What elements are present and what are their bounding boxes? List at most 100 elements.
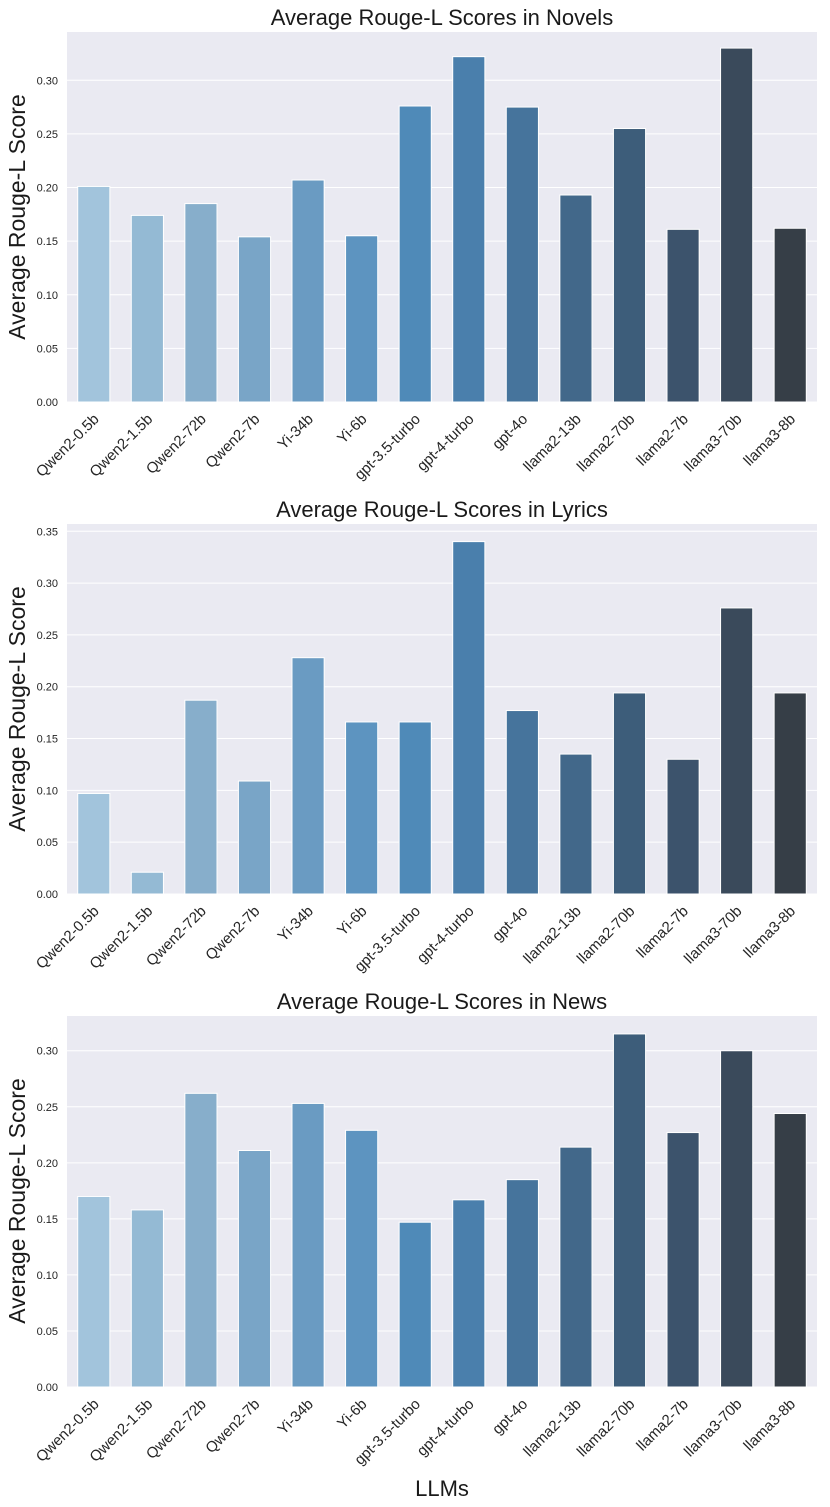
x-tick-label: gpt-4-turbo [414,903,478,967]
y-tick-label: 0.20 [37,1158,58,1170]
x-tick-label: Yi-34b [275,1396,317,1438]
bar-llama2-70b [612,1033,647,1388]
y-axis-label: Average Rouge-L Score [4,586,30,832]
bar-Qwen2-1.5b [130,1209,164,1388]
bar-Qwen2-1.5b [130,871,164,895]
y-axis-label: Average Rouge-L Score [4,94,30,340]
bar-llama3-70b [720,1050,754,1388]
bar-Yi-34b [291,657,325,895]
x-tick-label: llama2-70b [574,411,639,476]
y-tick-label: 0.20 [37,682,58,694]
bar-Qwen2-72b [184,203,218,403]
y-tick-label: 0.25 [37,1102,58,1114]
x-tick-label: llama3-8b [740,411,799,470]
bar-llama3-70b [720,47,754,403]
bar-Yi-6b [345,235,379,403]
bar-llama3-8b [773,227,807,403]
x-tick-label: llama3-70b [681,1396,746,1461]
x-tick-label: llama3-70b [681,903,746,968]
x-tick-label: gpt-4o [489,903,531,945]
chart-title: Average Rouge-L Scores in News [277,989,607,1014]
y-tick-label: 0.10 [37,1270,58,1282]
y-tick-label: 0.00 [37,889,58,901]
bar-gpt-3.5-turbo [398,721,432,895]
y-tick-label: 0.30 [37,1046,58,1058]
bar-Qwen2-7b [237,1150,272,1388]
y-axis-label: Average Rouge-L Score [4,1078,30,1324]
bar-Qwen2-0.5b [77,185,111,403]
chart-title: Average Rouge-L Scores in Novels [271,5,613,30]
x-tick-label: Yi-6b [334,411,370,447]
bar-llama3-8b [773,692,807,895]
y-tick-label: 0.05 [37,343,58,355]
x-tick-label: llama3-8b [740,1396,799,1455]
bar-llama2-13b [559,1146,593,1388]
x-tick-label: Yi-6b [334,1396,370,1432]
bar-Qwen2-0.5b [77,1195,111,1388]
chart-title: Average Rouge-L Scores in Lyrics [276,497,608,522]
y-tick-label: 0.30 [37,578,58,590]
bar-gpt-4-turbo [452,1199,486,1388]
bar-gpt-4o [505,710,539,895]
chart-novels: 0.000.050.100.150.200.250.30Qwen2-0.5bQw… [4,5,817,484]
bar-Qwen2-7b [237,780,272,895]
bar-Qwen2-1.5b [130,214,164,403]
y-tick-label: 0.05 [37,1326,58,1338]
bar-gpt-4-turbo [452,541,486,895]
y-tick-label: 0.00 [37,1382,58,1394]
x-tick-label: Qwen2-7b [202,903,263,964]
bar-Yi-6b [345,1129,379,1388]
bar-llama2-7b [666,228,700,403]
x-tick-label: llama3-70b [681,411,746,476]
x-tick-label: Yi-34b [275,903,317,945]
bar-gpt-4o [505,106,539,403]
bar-llama2-7b [666,758,700,895]
y-tick-label: 0.15 [37,236,58,248]
bar-Qwen2-0.5b [77,792,111,895]
x-tick-label: llama3-8b [740,903,799,962]
y-tick-label: 0.05 [37,837,58,849]
x-tick-label: gpt-4-turbo [414,1396,478,1460]
bar-Qwen2-72b [184,699,218,895]
bar-llama2-13b [559,753,593,895]
y-tick-label: 0.25 [37,630,58,642]
x-tick-label: Yi-6b [334,903,370,939]
y-tick-label: 0.25 [37,129,58,141]
x-tick-label: Yi-34b [275,411,317,453]
y-tick-label: 0.15 [37,1214,58,1226]
y-tick-label: 0.10 [37,290,58,302]
y-tick-label: 0.20 [37,183,58,195]
bar-Qwen2-7b [237,236,272,403]
bar-Yi-34b [291,1102,325,1388]
x-tick-label: gpt-4-turbo [414,411,478,475]
bar-llama3-70b [720,607,754,895]
chart-news: 0.000.050.100.150.200.250.30Qwen2-0.5bQw… [4,989,817,1469]
x-tick-label: gpt-4o [489,411,531,453]
bar-gpt-3.5-turbo [398,1221,432,1388]
x-axis-label: LLMs [415,1476,469,1501]
x-tick-label: Qwen2-7b [202,1396,263,1457]
chart-lyrics: 0.000.050.100.150.200.250.300.35Qwen2-0.… [4,497,817,976]
x-tick-label: llama2-70b [574,1396,639,1461]
bar-llama2-70b [612,128,647,403]
bar-llama3-8b [773,1113,807,1388]
y-tick-label: 0.10 [37,785,58,797]
bar-gpt-4-turbo [452,56,486,403]
plot-area [67,524,817,894]
y-tick-label: 0.15 [37,734,58,746]
bar-Yi-6b [345,721,379,895]
x-tick-label: gpt-4o [489,1396,531,1438]
y-tick-label: 0.30 [37,75,58,87]
x-tick-label: Qwen2-7b [202,411,263,472]
bar-llama2-13b [559,194,593,403]
plot-area [67,32,817,402]
bar-Yi-34b [291,179,325,403]
y-tick-label: 0.00 [37,397,58,409]
bar-gpt-3.5-turbo [398,105,432,403]
bar-Qwen2-72b [184,1092,218,1388]
bar-llama2-7b [666,1132,700,1388]
bar-llama2-70b [612,692,647,895]
x-tick-label: llama2-70b [574,903,639,968]
bar-gpt-4o [505,1179,539,1388]
